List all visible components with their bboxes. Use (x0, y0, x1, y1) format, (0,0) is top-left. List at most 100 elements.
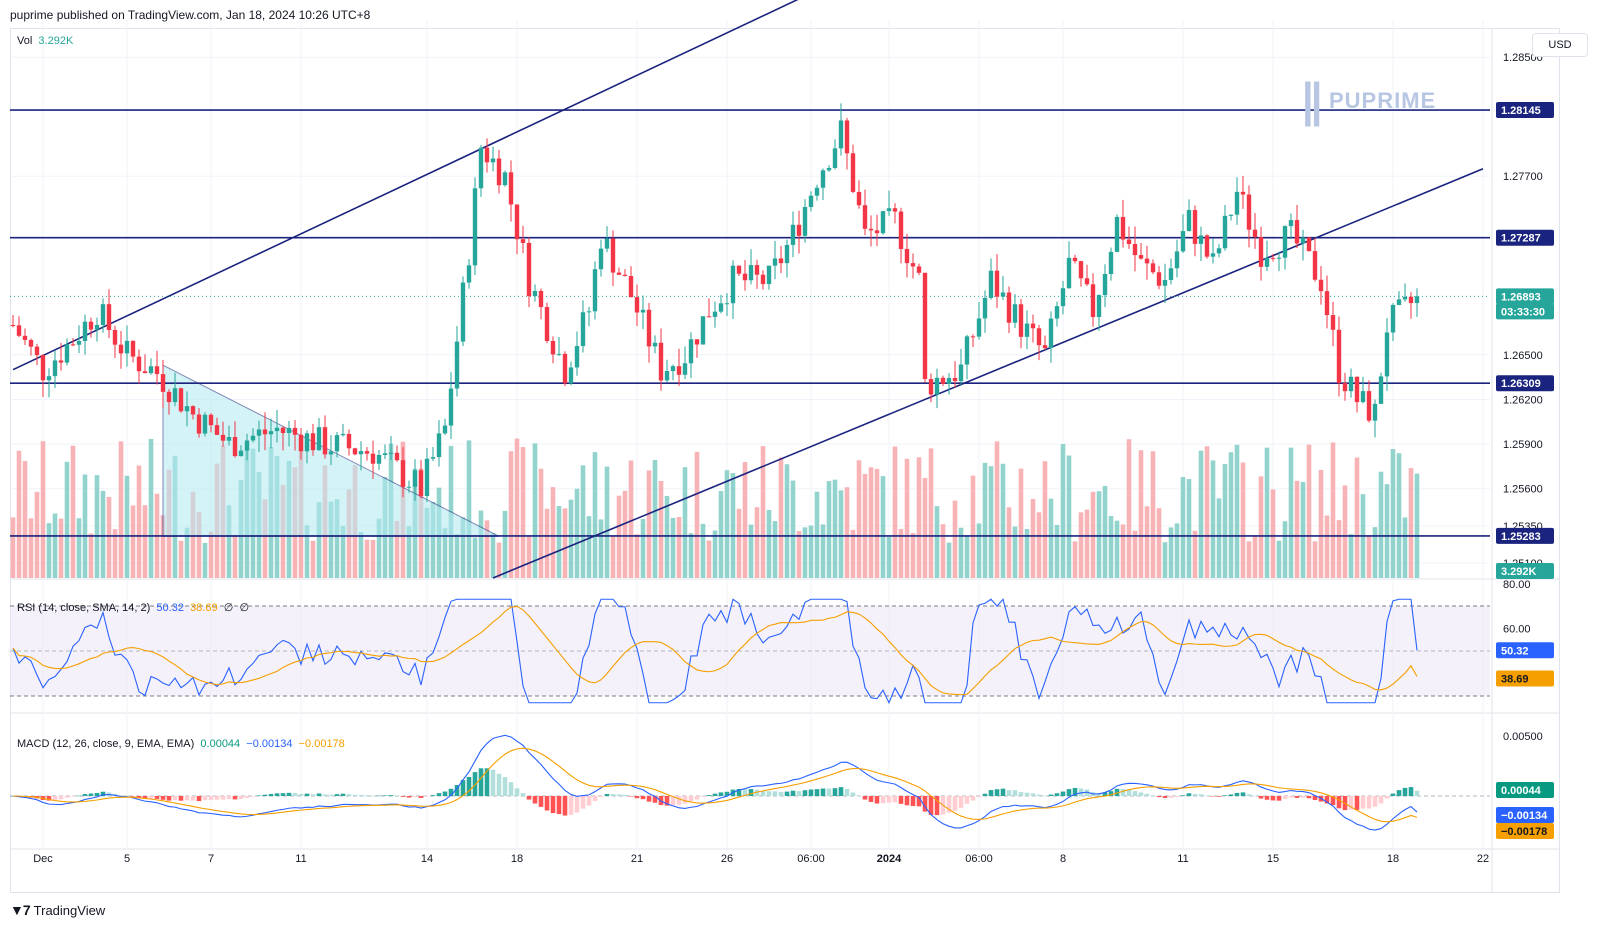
currency-button[interactable]: USD (1532, 33, 1588, 57)
macd-histogram-bar (982, 793, 988, 796)
candle-body (820, 170, 826, 188)
candle-body (394, 452, 400, 461)
rsi-ma-line (12, 605, 1418, 696)
candle-body (742, 273, 748, 281)
macd-histogram-bar (1366, 796, 1372, 809)
volume-bar (142, 505, 148, 578)
time-tick-label: 14 (421, 853, 433, 865)
candle-body (940, 377, 946, 384)
macd-histogram-bar (376, 795, 382, 797)
time-tick-label: 18 (1387, 853, 1399, 865)
volume-bar (1228, 452, 1234, 578)
candle-body (1312, 251, 1318, 280)
candle-body (448, 388, 454, 426)
volume-bar (1264, 447, 1270, 578)
macd-histogram-bar (820, 788, 826, 796)
macd-histogram-bar (424, 796, 430, 797)
candle-body (1336, 329, 1342, 384)
macd-histogram-bar (292, 792, 298, 796)
macd-histogram-bar (1144, 793, 1150, 796)
volume-bar (556, 505, 562, 578)
volume-bar (1102, 485, 1108, 578)
volume-bar (892, 446, 898, 578)
candle-body (1330, 315, 1336, 330)
volume-bar (1210, 460, 1216, 578)
volume-bar (100, 490, 106, 578)
candle-body (1252, 229, 1258, 238)
macd-histogram-bar (466, 776, 472, 796)
macd-histogram-bar (1108, 791, 1114, 796)
macd-histogram-bar (640, 796, 646, 800)
macd-histogram-bar (694, 796, 700, 800)
candle-body (148, 366, 154, 374)
candle-body (1342, 383, 1348, 392)
macd-histogram-bar (1006, 790, 1012, 796)
volume-bar (670, 517, 676, 578)
macd-histogram-bar (1138, 792, 1144, 796)
volume-bar (466, 440, 472, 578)
macd-histogram-bar (676, 796, 682, 805)
macd-histogram-bar (1114, 788, 1120, 796)
candle-body (562, 353, 568, 384)
time-tick-label: 06:00 (965, 853, 993, 865)
macd-histogram-bar (892, 796, 898, 803)
candle-body (706, 316, 712, 318)
volume-bar (1282, 521, 1288, 578)
macd-histogram-bar (1018, 792, 1024, 796)
candle-body (976, 318, 982, 337)
volume-bar (1150, 451, 1156, 578)
candle-body (586, 311, 592, 313)
macd-histogram-bar (502, 777, 508, 796)
macd-histogram-bar (970, 796, 976, 801)
macd-histogram-bar (1198, 794, 1204, 796)
volume-bar (1024, 528, 1030, 578)
candle-body (1198, 235, 1204, 244)
candle-body (1078, 261, 1084, 279)
candle-body (736, 265, 742, 274)
candle-body (922, 272, 928, 380)
macd-histogram-bar (214, 796, 220, 800)
macd-histogram-bar (772, 791, 778, 796)
macd-histogram-bar (394, 795, 400, 796)
volume-bar (1306, 444, 1312, 578)
candle-body (1348, 376, 1354, 392)
macd-histogram-bar (562, 796, 568, 816)
candle-body (124, 340, 130, 354)
time-tick-label: 22 (1477, 853, 1489, 865)
candle-body (76, 341, 82, 345)
candle-body (64, 344, 70, 363)
candle-body (370, 453, 376, 464)
macd-histogram-bar (652, 796, 658, 803)
candle-body (1168, 268, 1174, 280)
macd-histogram-bar (454, 784, 460, 796)
candle-body (856, 191, 862, 206)
candle-body (454, 341, 460, 389)
macd-histogram-bar (604, 793, 610, 796)
tradingview-footer[interactable]: ▼7 TradingView (10, 902, 105, 918)
macd-histogram-bar (226, 796, 232, 800)
volume-bar (1084, 509, 1090, 578)
candle-body (1258, 237, 1264, 267)
time-tick-label: 7 (208, 853, 214, 865)
macd-histogram-bar (1282, 796, 1288, 800)
macd-histogram-bar (274, 793, 280, 796)
macd-histogram-bar (148, 796, 154, 799)
volume-bar (718, 491, 724, 578)
volume-bar (364, 539, 370, 578)
candle-body (250, 435, 256, 441)
volume-bar (1036, 512, 1042, 578)
volume-bar (490, 533, 496, 578)
volume-bar (988, 466, 994, 578)
candle-body (1072, 257, 1078, 262)
volume-bar (1204, 446, 1210, 578)
candle-body (694, 339, 700, 345)
macd-histogram-bar (1054, 793, 1060, 796)
volume-bar (640, 518, 646, 578)
candle-body (556, 353, 562, 355)
volume-bar (1216, 498, 1222, 578)
macd-histogram-bar (88, 793, 94, 796)
candle-body (34, 346, 40, 356)
candle-body (1300, 237, 1306, 244)
macd-histogram-bar (1360, 796, 1366, 809)
